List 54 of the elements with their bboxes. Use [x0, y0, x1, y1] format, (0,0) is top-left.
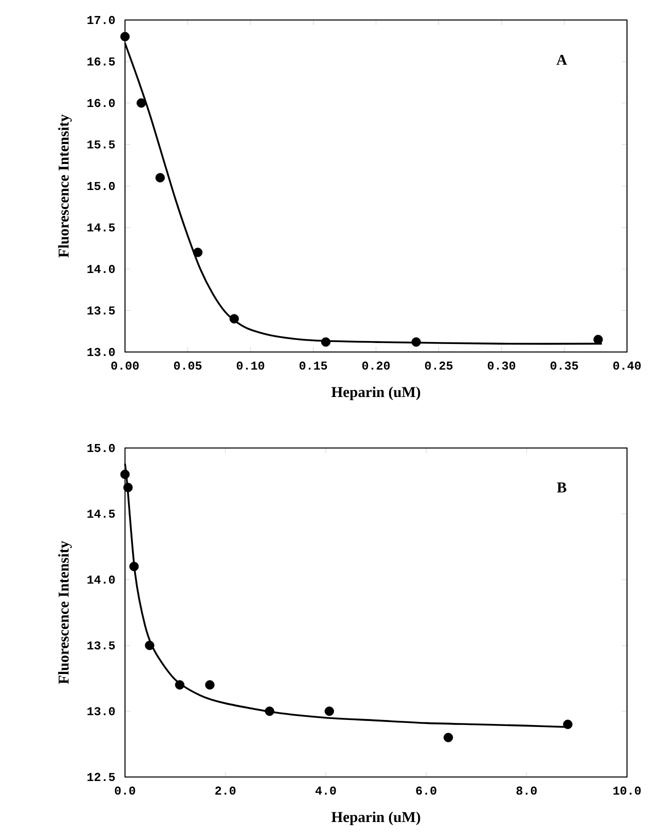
point [175, 680, 184, 690]
y-tick-label: 14.5 [87, 223, 115, 232]
point [120, 32, 130, 42]
y-tick-label: 16.0 [87, 98, 115, 108]
x-tick-label: 4.0 [315, 786, 336, 795]
x-tick-label: 0.05 [174, 362, 202, 370]
y-tick-label: 16.5 [87, 57, 115, 66]
y-tick-label: 13.0 [87, 707, 115, 716]
y-tick-label: 15.0 [87, 444, 115, 452]
y-tick-label: 14.5 [87, 510, 115, 518]
y-tick-label: 12.5 [87, 772, 115, 782]
x-tick-label: 8.0 [516, 786, 537, 795]
x-tick-label: 6.0 [416, 786, 436, 795]
point [563, 720, 572, 730]
x-tick-label: 0.10 [236, 362, 264, 370]
point [411, 337, 421, 347]
x-tick-label: 0.30 [488, 362, 516, 370]
point [123, 482, 133, 492]
x-axis-title: Heparin (uM) [331, 812, 420, 826]
point [264, 706, 274, 716]
x-tick-label: 0.35 [550, 362, 578, 370]
point [324, 706, 334, 716]
y-tick-label: 15.5 [87, 140, 115, 149]
point [205, 680, 215, 690]
y-tick-label: 17.0 [87, 16, 115, 24]
point [155, 173, 165, 182]
y-tick-label: 13.5 [87, 306, 115, 315]
point [593, 334, 603, 344]
y-tick-label: 13.0 [87, 348, 115, 356]
y-tick-label: 13.5 [87, 641, 115, 650]
x-tick-label: 0.0 [114, 786, 136, 795]
x-tick-label: 0.15 [300, 362, 328, 370]
y-axis-title: Fluorescence Intensity [58, 114, 72, 258]
x-tick-label: 0.00 [111, 362, 139, 370]
y-axis-title: Fluorescence Intensity [58, 540, 72, 684]
y-tick-label: 15.0 [87, 182, 115, 190]
annotation: B [556, 482, 566, 492]
x-tick-label: 10.0 [613, 786, 641, 795]
point [321, 337, 330, 347]
point [129, 562, 139, 572]
point [120, 470, 130, 480]
point [444, 732, 453, 742]
x-tick-label: 0.20 [362, 362, 390, 370]
x-tick-label: 2.0 [215, 786, 236, 795]
point [136, 98, 146, 108]
annotation: A [556, 54, 568, 65]
x-tick-label: 0.40 [613, 362, 641, 370]
x-axis-title: Heparin (uM) [331, 386, 420, 400]
x-tick-label: 0.25 [425, 362, 453, 370]
point [229, 314, 239, 324]
point [193, 248, 202, 258]
y-tick-label: 14.0 [87, 264, 115, 274]
y-tick-label: 14.0 [87, 576, 115, 584]
point [144, 640, 154, 650]
